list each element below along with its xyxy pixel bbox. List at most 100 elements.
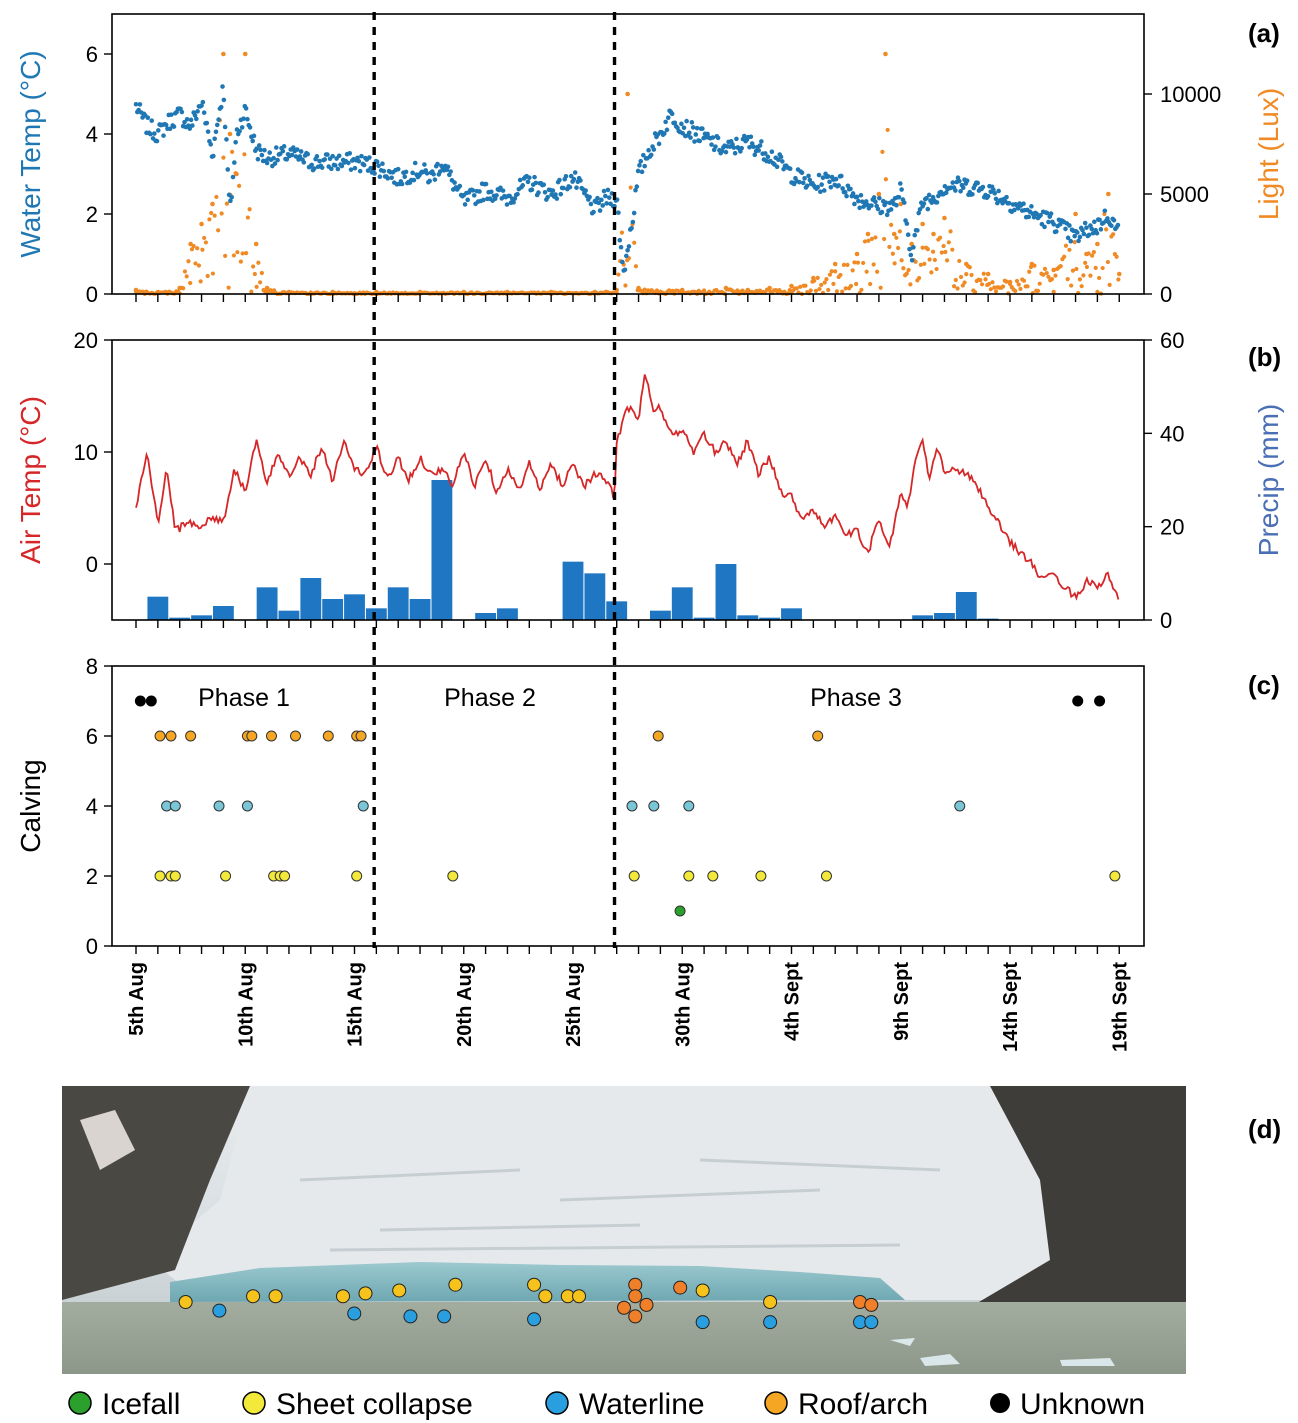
water-temp-point: [908, 252, 914, 258]
calving-point-unknown: [134, 695, 146, 707]
calving-point-waterline: [241, 800, 253, 812]
water-temp-point: [884, 212, 890, 218]
date-tick-label: 19th Sept: [1109, 962, 1131, 1052]
water-temp-point: [606, 195, 612, 200]
water-temp-point: [169, 112, 174, 117]
light-point: [889, 222, 894, 227]
water-temp-point: [1111, 217, 1117, 223]
phase-boundary-lines: [372, 12, 617, 948]
water-temp-point: [787, 166, 793, 172]
water-temp-point: [243, 106, 249, 111]
legend-icefall-marker: [68, 1391, 92, 1415]
light-point: [1063, 243, 1069, 248]
precip-bar: [562, 561, 584, 620]
light-point: [1051, 289, 1056, 294]
y-tick-label: 0: [1160, 282, 1172, 307]
panel-label-a: (a): [1248, 18, 1280, 48]
precip-bar: [431, 480, 453, 620]
y-tick-label: 10: [74, 440, 98, 465]
water-temp-point: [1097, 217, 1102, 223]
light-point: [679, 287, 685, 293]
light-point: [1014, 278, 1020, 284]
photo-marker-waterline: [864, 1315, 879, 1330]
light-point: [1069, 283, 1074, 288]
date-tick-label: 20th Aug: [454, 962, 476, 1047]
water-temp-point: [1065, 235, 1071, 241]
water-temp-point: [1074, 230, 1080, 235]
light-point: [827, 272, 833, 277]
phase-1-label: Phase 1: [198, 684, 290, 712]
light-point: [865, 231, 871, 237]
right-moraine: [940, 1086, 1186, 1330]
water-temp-point: [578, 178, 583, 183]
water-temp-point: [561, 185, 566, 191]
water-temp-point: [403, 169, 409, 175]
water-temp-point: [541, 182, 547, 187]
light-point: [918, 262, 923, 267]
light-point: [1027, 269, 1032, 274]
water-temp-point: [152, 131, 157, 136]
y-tick-label: 4: [86, 122, 98, 147]
light-point: [1111, 232, 1116, 237]
light-point: [619, 230, 625, 235]
water-temp-point: [827, 179, 832, 185]
water-temp-point: [471, 193, 477, 198]
light-point: [259, 270, 264, 276]
water-temp-point: [452, 180, 457, 185]
water-temp-point: [511, 200, 516, 205]
water-temp-point: [705, 131, 710, 137]
light-point: [944, 258, 950, 263]
light-point: [374, 289, 379, 295]
water-temp-point: [188, 117, 194, 123]
light-point: [871, 262, 876, 267]
water-temp-point: [747, 144, 752, 150]
water-temp-point: [1080, 227, 1085, 233]
water-temp-point: [520, 183, 526, 188]
water-temp-point: [216, 117, 221, 122]
water-temp-point: [424, 171, 430, 176]
photo-marker-sheet: [268, 1289, 283, 1304]
calving-point-sheet-collapse: [628, 870, 640, 882]
light-point: [834, 289, 840, 294]
light-point: [978, 277, 983, 283]
water-temp-point: [410, 170, 415, 176]
water-temp-point: [651, 147, 657, 152]
calving-point-roof-arch: [265, 730, 277, 742]
light-point: [702, 288, 707, 293]
water-temp-point: [587, 194, 592, 200]
light-point: [1097, 275, 1102, 281]
light-point: [878, 285, 883, 290]
light-point: [223, 253, 228, 258]
light-point: [875, 269, 880, 274]
light-point: [1095, 241, 1100, 247]
light-point: [642, 287, 647, 292]
light-point: [993, 289, 999, 294]
date-tick-label: 4th Sept: [782, 962, 804, 1041]
light-point: [841, 262, 847, 267]
water-temp-point: [1029, 204, 1034, 209]
light-point: [862, 239, 868, 244]
precip-bar: [212, 606, 234, 620]
light-point: [887, 244, 892, 250]
water-temp-point: [958, 188, 963, 194]
water-temp-point: [957, 178, 962, 184]
precip-bar: [475, 613, 497, 620]
precip-bar: [781, 608, 802, 620]
water-temp-point: [1072, 233, 1077, 239]
water-temp-point: [993, 196, 999, 202]
light-point: [894, 235, 899, 240]
water-temp-point: [435, 161, 440, 167]
water-temp-point: [629, 225, 634, 231]
water-temp-point: [1105, 216, 1110, 221]
water-temp-point: [233, 139, 238, 145]
light-point: [897, 229, 902, 234]
light-point: [253, 241, 259, 247]
floating-ice: [890, 1338, 1115, 1366]
light-point: [840, 289, 845, 294]
light-point: [256, 260, 261, 265]
water-temp-point: [942, 183, 948, 189]
y-tick-label: 0: [86, 282, 98, 307]
water-temp-point: [850, 191, 856, 196]
water-temp-point: [361, 162, 367, 168]
water-temp-point: [925, 206, 931, 212]
